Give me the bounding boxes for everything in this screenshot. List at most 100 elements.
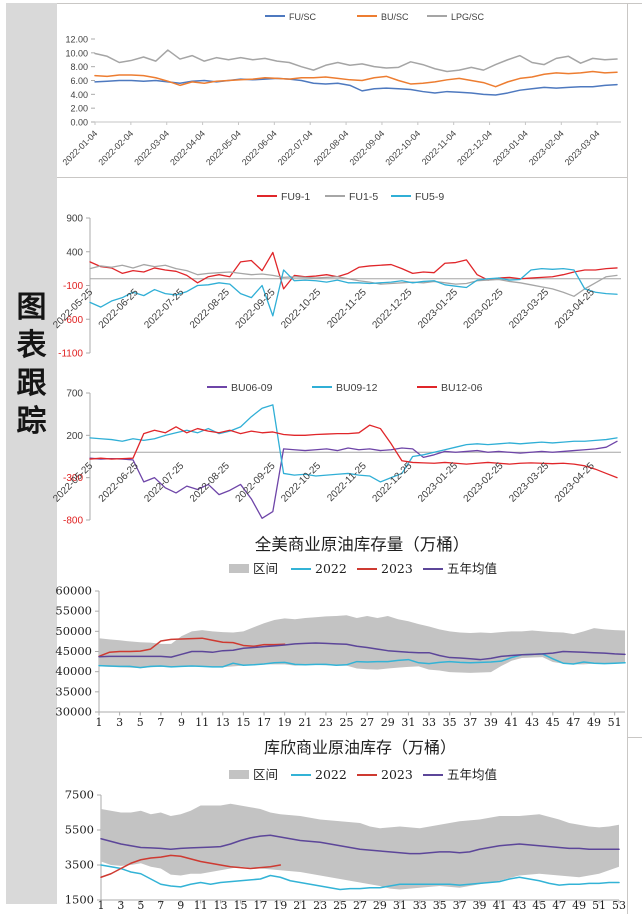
svg-text:21: 21	[298, 716, 312, 729]
svg-text:35000: 35000	[55, 684, 92, 698]
svg-text:43: 43	[512, 899, 526, 912]
svg-text:33: 33	[413, 899, 427, 912]
svg-text:1500: 1500	[65, 893, 94, 907]
sidebar-title-char: 图	[16, 290, 47, 325]
svg-text:2022-12-04: 2022-12-04	[455, 128, 494, 167]
svg-text:39: 39	[484, 716, 498, 729]
svg-text:2022-08-25: 2022-08-25	[188, 287, 232, 331]
svg-text:3500: 3500	[65, 858, 94, 872]
svg-text:47: 47	[552, 899, 566, 912]
svg-text:43: 43	[525, 716, 539, 729]
svg-text:2022-11-04: 2022-11-04	[420, 128, 459, 167]
svg-text:-300: -300	[63, 473, 83, 484]
svg-text:200: 200	[66, 431, 83, 442]
svg-text:FU/SC: FU/SC	[289, 12, 317, 22]
svg-text:49: 49	[572, 899, 586, 912]
svg-text:五年均值: 五年均值	[447, 561, 497, 576]
svg-text:27: 27	[360, 716, 374, 729]
sidebar-title-char: 踪	[16, 404, 47, 439]
svg-text:15: 15	[233, 899, 247, 912]
svg-text:区间: 区间	[253, 561, 278, 576]
svg-text:2.00: 2.00	[70, 104, 88, 114]
svg-text:23: 23	[319, 716, 333, 729]
svg-text:2023: 2023	[381, 767, 413, 782]
svg-text:BU06-09: BU06-09	[231, 382, 273, 394]
svg-text:31: 31	[401, 716, 415, 729]
panel-border-row	[627, 737, 642, 738]
svg-text:37: 37	[463, 716, 477, 729]
svg-text:29: 29	[373, 899, 387, 912]
svg-text:3: 3	[117, 899, 124, 912]
svg-text:2022-12-25: 2022-12-25	[370, 460, 414, 504]
svg-text:2023-04-25: 2023-04-25	[553, 287, 597, 331]
svg-text:5: 5	[137, 899, 144, 912]
svg-text:五年均值: 五年均值	[447, 767, 497, 782]
svg-text:700: 700	[66, 389, 83, 400]
svg-text:30000: 30000	[55, 705, 92, 719]
svg-text:45: 45	[546, 716, 560, 729]
svg-text:0.00: 0.00	[70, 118, 88, 128]
svg-text:2023-01-04: 2023-01-04	[491, 128, 530, 167]
svg-text:1: 1	[96, 716, 103, 729]
svg-text:LPG/SC: LPG/SC	[451, 12, 485, 22]
svg-text:FU5-9: FU5-9	[415, 191, 444, 203]
svg-text:35: 35	[443, 716, 457, 729]
svg-text:2022-06-25: 2022-06-25	[97, 287, 141, 331]
svg-text:全美商业原油库存量（万桶）: 全美商业原油库存量（万桶）	[255, 535, 470, 554]
svg-text:2022-06-04: 2022-06-04	[240, 128, 279, 167]
svg-text:17: 17	[257, 716, 271, 729]
chart-cushing-crude-inventory: 库欣商业原油库存（万桶）区间 2022 2023 五年均值75005500350015…	[65, 738, 626, 912]
svg-text:15: 15	[236, 716, 250, 729]
svg-text:17: 17	[253, 899, 267, 912]
svg-text:2023-02-04: 2023-02-04	[527, 128, 566, 167]
svg-text:-800: -800	[63, 516, 83, 527]
svg-text:2022-11-25: 2022-11-25	[325, 460, 369, 504]
svg-text:2022-06-25: 2022-06-25	[97, 460, 141, 504]
svg-text:41: 41	[505, 716, 519, 729]
svg-text:2022-01-04: 2022-01-04	[61, 128, 100, 167]
svg-text:11: 11	[195, 716, 209, 729]
svg-text:5500: 5500	[65, 823, 94, 837]
svg-text:FU1-5: FU1-5	[349, 191, 378, 203]
svg-text:2022-04-04: 2022-04-04	[168, 128, 207, 167]
svg-text:45000: 45000	[55, 644, 92, 658]
svg-text:8.00: 8.00	[70, 62, 88, 72]
panel-border-right	[627, 3, 628, 914]
svg-text:7: 7	[157, 899, 164, 912]
svg-text:37: 37	[453, 899, 467, 912]
svg-text:19: 19	[273, 899, 287, 912]
svg-text:35: 35	[433, 899, 447, 912]
svg-text:4.00: 4.00	[70, 90, 88, 100]
svg-text:2023-01-25: 2023-01-25	[416, 460, 460, 504]
svg-text:6.00: 6.00	[70, 76, 88, 86]
chart-bu-spreads: BU06-09 BU09-12 BU12-06 700 200 -300 -800 2022-…	[51, 382, 621, 527]
svg-text:49: 49	[587, 716, 601, 729]
svg-text:2022-05-04: 2022-05-04	[204, 128, 243, 167]
svg-text:27: 27	[353, 899, 367, 912]
svg-text:BU12-06: BU12-06	[441, 382, 483, 394]
svg-text:41: 41	[492, 899, 506, 912]
svg-text:2022: 2022	[315, 561, 347, 576]
svg-text:2022-11-25: 2022-11-25	[325, 287, 369, 331]
svg-text:2022-09-04: 2022-09-04	[347, 128, 386, 167]
svg-text:2022-10-25: 2022-10-25	[279, 287, 323, 331]
svg-text:25: 25	[333, 899, 347, 912]
svg-text:2022: 2022	[315, 767, 347, 782]
svg-text:2022-09-25: 2022-09-25	[234, 460, 278, 504]
svg-text:1: 1	[98, 899, 105, 912]
svg-text:-600: -600	[63, 315, 83, 326]
svg-text:2022-10-25: 2022-10-25	[279, 460, 323, 504]
svg-text:2022-05-25: 2022-05-25	[51, 460, 95, 504]
svg-text:2023-01-25: 2023-01-25	[416, 287, 460, 331]
svg-text:7500: 7500	[65, 788, 94, 802]
svg-text:2023-03-25: 2023-03-25	[507, 460, 551, 504]
svg-text:21: 21	[293, 899, 307, 912]
svg-text:库欣商业原油库存（万桶）: 库欣商业原油库存（万桶）	[264, 738, 456, 757]
svg-text:7: 7	[157, 716, 164, 729]
svg-text:29: 29	[381, 716, 395, 729]
svg-text:2022-07-25: 2022-07-25	[142, 460, 186, 504]
svg-text:2022-02-04: 2022-02-04	[96, 128, 135, 167]
svg-text:33: 33	[422, 716, 436, 729]
svg-text:19: 19	[278, 716, 292, 729]
